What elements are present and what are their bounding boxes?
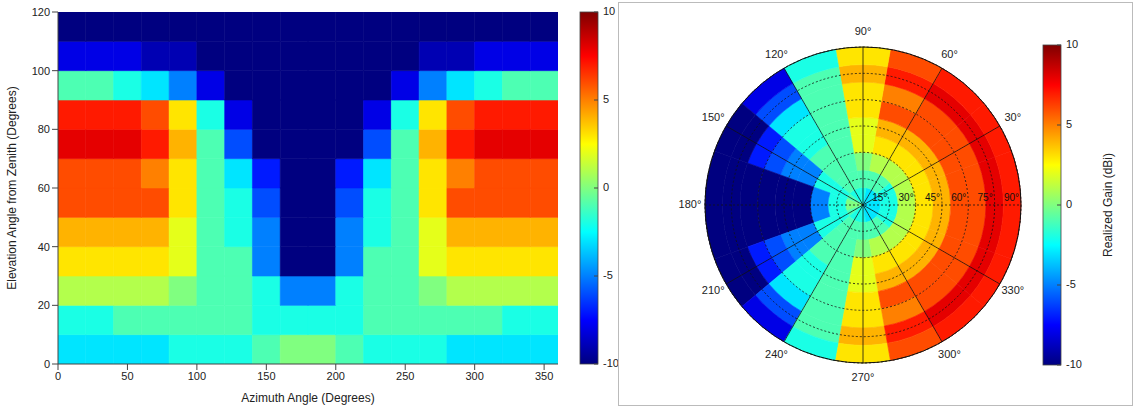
- svg-text:210°: 210°: [702, 284, 725, 296]
- svg-text:45°: 45°: [925, 192, 940, 203]
- svg-text:30°: 30°: [1005, 111, 1022, 123]
- svg-text:270°: 270°: [852, 371, 875, 383]
- svg-text:50: 50: [121, 370, 133, 382]
- svg-text:-10: -10: [1066, 358, 1082, 370]
- svg-text:0: 0: [44, 358, 50, 370]
- svg-text:40: 40: [38, 241, 50, 253]
- svg-text:20: 20: [38, 299, 50, 311]
- svg-text:240°: 240°: [765, 348, 788, 360]
- svg-text:0: 0: [1066, 198, 1072, 210]
- svg-text:5: 5: [603, 93, 609, 105]
- svg-text:120°: 120°: [765, 48, 788, 60]
- svg-text:5: 5: [1066, 118, 1072, 130]
- svg-text:10: 10: [603, 5, 615, 17]
- svg-text:150: 150: [257, 370, 275, 382]
- svg-text:Realized Gain (dBi): Realized Gain (dBi): [1101, 153, 1115, 257]
- svg-text:10: 10: [1066, 38, 1078, 50]
- svg-text:15°: 15°: [872, 192, 887, 203]
- svg-text:-10: -10: [603, 357, 619, 369]
- svg-text:120: 120: [32, 6, 50, 18]
- svg-text:60°: 60°: [941, 48, 958, 60]
- svg-text:350: 350: [535, 370, 553, 382]
- svg-text:90°: 90°: [855, 25, 872, 37]
- svg-text:150°: 150°: [702, 111, 725, 123]
- svg-text:80: 80: [38, 123, 50, 135]
- svg-text:-5: -5: [603, 269, 613, 281]
- svg-text:0: 0: [603, 181, 609, 193]
- svg-text:200: 200: [327, 370, 345, 382]
- svg-text:30°: 30°: [899, 192, 914, 203]
- svg-text:75°: 75°: [978, 192, 993, 203]
- svg-text:60°: 60°: [951, 192, 966, 203]
- svg-text:0: 0: [55, 370, 61, 382]
- svg-text:60: 60: [38, 182, 50, 194]
- svg-text:330°: 330°: [1001, 284, 1024, 296]
- svg-text:100: 100: [188, 370, 206, 382]
- svg-text:-5: -5: [1066, 278, 1076, 290]
- svg-text:Azimuth Angle (Degrees): Azimuth Angle (Degrees): [241, 391, 374, 405]
- svg-text:250: 250: [396, 370, 414, 382]
- svg-text:100: 100: [32, 65, 50, 77]
- svg-text:300°: 300°: [938, 348, 961, 360]
- svg-text:300: 300: [465, 370, 483, 382]
- svg-text:90°: 90°: [1004, 192, 1019, 203]
- svg-text:180°: 180°: [679, 198, 702, 210]
- svg-text:Elevation Angle from Zenith (D: Elevation Angle from Zenith (Degrees): [5, 86, 19, 289]
